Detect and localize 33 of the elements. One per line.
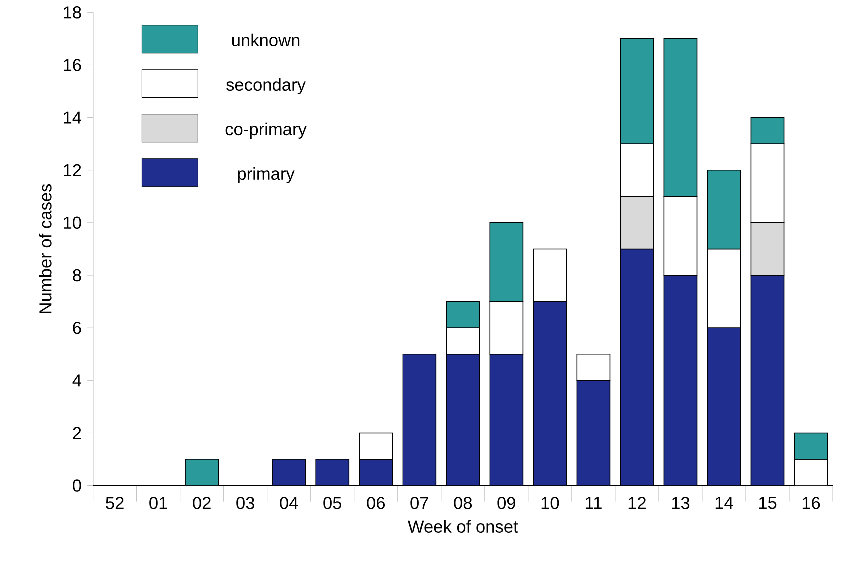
y-tick-label: 10	[64, 216, 82, 230]
x-tick-label: 06	[367, 497, 386, 510]
y-tick-label: 12	[64, 164, 82, 177]
x-tick-label: 14	[716, 497, 734, 510]
x-tick-label: 16	[802, 497, 820, 510]
legend-label: secondary	[226, 78, 306, 95]
x-tick-label: 03	[236, 497, 254, 510]
x-tick-label: 08	[454, 497, 472, 510]
y-tick-label: 16	[64, 59, 82, 72]
y-tick-label: 18	[64, 6, 82, 19]
legend-label: unknown	[232, 34, 300, 47]
legend-label: co-primary	[226, 122, 307, 140]
x-tick-label: 13	[672, 497, 690, 510]
x-tick-label: 02	[193, 497, 211, 510]
x-axis-title: Week of onset	[408, 520, 518, 534]
y-axis-title: Number of cases	[39, 184, 52, 314]
x-tick-label: 09	[498, 497, 516, 510]
y-tick-label: 6	[73, 322, 82, 334]
y-tick-label: 2	[73, 427, 82, 440]
y-tick-label: 14	[64, 112, 82, 124]
x-tick-label: 15	[759, 497, 777, 510]
x-tick-label: 11	[586, 497, 602, 510]
y-tick-label: 0	[73, 480, 82, 492]
y-tick-label: 8	[73, 269, 82, 282]
x-tick-label: 52	[106, 497, 124, 510]
x-tick-label: 07	[410, 497, 428, 510]
y-tick-label: 4	[72, 374, 82, 387]
x-tick-label: 05	[324, 497, 342, 510]
x-tick-label: 10	[542, 497, 560, 510]
x-tick-label: 01	[150, 497, 168, 510]
x-tick-label: 04	[280, 497, 298, 510]
x-tick-label: 12	[628, 497, 646, 510]
legend-label: primary	[238, 167, 295, 184]
